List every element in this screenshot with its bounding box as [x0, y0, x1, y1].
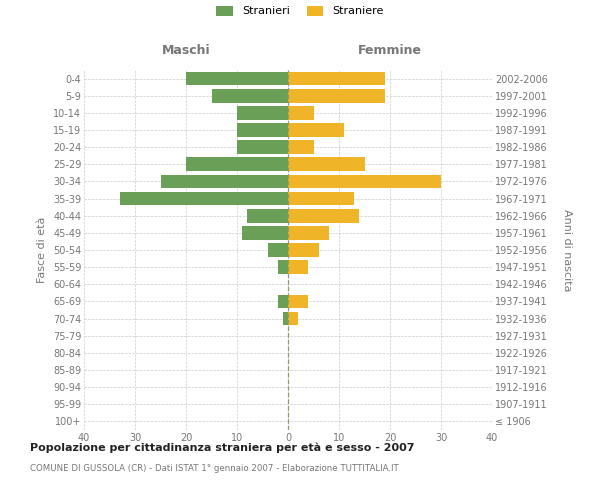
- Text: COMUNE DI GUSSOLA (CR) - Dati ISTAT 1° gennaio 2007 - Elaborazione TUTTITALIA.IT: COMUNE DI GUSSOLA (CR) - Dati ISTAT 1° g…: [30, 464, 399, 473]
- Bar: [288, 260, 308, 274]
- Bar: [212, 89, 288, 102]
- Bar: [278, 294, 288, 308]
- Bar: [237, 106, 288, 120]
- Y-axis label: Fasce di età: Fasce di età: [37, 217, 47, 283]
- Bar: [288, 192, 355, 205]
- Bar: [237, 140, 288, 154]
- Bar: [288, 226, 329, 239]
- Bar: [288, 209, 359, 222]
- Bar: [242, 226, 288, 239]
- Bar: [288, 123, 344, 137]
- Bar: [288, 294, 308, 308]
- Bar: [161, 174, 288, 188]
- Bar: [288, 89, 385, 102]
- Bar: [268, 243, 288, 257]
- Bar: [120, 192, 288, 205]
- Bar: [288, 243, 319, 257]
- Bar: [288, 312, 298, 326]
- Bar: [288, 158, 365, 171]
- Legend: Stranieri, Straniere: Stranieri, Straniere: [217, 6, 383, 16]
- Text: Femmine: Femmine: [358, 44, 422, 58]
- Bar: [288, 106, 314, 120]
- Bar: [186, 72, 288, 86]
- Bar: [247, 209, 288, 222]
- Bar: [283, 312, 288, 326]
- Bar: [288, 140, 314, 154]
- Bar: [288, 174, 441, 188]
- Bar: [186, 158, 288, 171]
- Text: Popolazione per cittadinanza straniera per età e sesso - 2007: Popolazione per cittadinanza straniera p…: [30, 442, 415, 453]
- Y-axis label: Anni di nascita: Anni di nascita: [562, 209, 572, 291]
- Bar: [278, 260, 288, 274]
- Bar: [288, 72, 385, 86]
- Text: Maschi: Maschi: [161, 44, 211, 58]
- Bar: [237, 123, 288, 137]
